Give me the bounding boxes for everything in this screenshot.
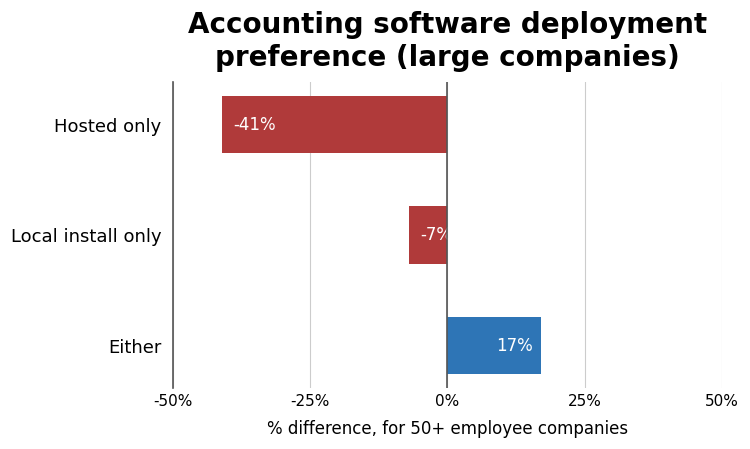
Bar xyxy=(448,317,541,374)
Title: Accounting software deployment
preference (large companies): Accounting software deployment preferenc… xyxy=(188,11,707,71)
Bar xyxy=(222,96,448,154)
Text: -7%: -7% xyxy=(420,226,452,244)
Bar xyxy=(409,207,448,264)
Text: 17%: 17% xyxy=(496,337,532,355)
X-axis label: % difference, for 50+ employee companies: % difference, for 50+ employee companies xyxy=(267,420,628,438)
Text: -41%: -41% xyxy=(233,116,276,134)
